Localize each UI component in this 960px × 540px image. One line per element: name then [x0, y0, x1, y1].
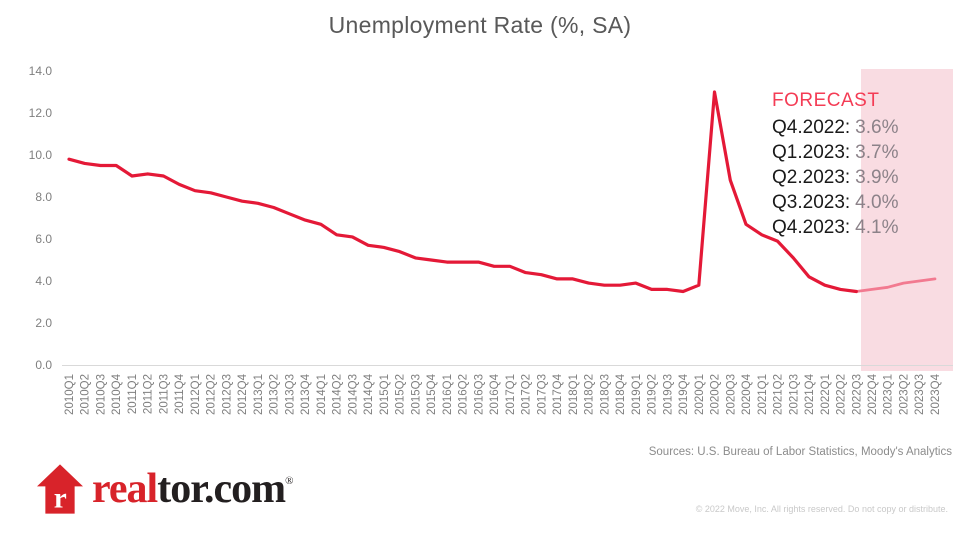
x-tick-label: 2019Q2 [647, 374, 659, 415]
y-tick-label: 8.0 [35, 190, 52, 204]
page-title: Unemployment Rate (%, SA) [328, 12, 632, 38]
x-tick-label: 2018Q3 [599, 374, 611, 415]
x-tick-label: 2019Q3 [662, 374, 674, 415]
y-tick-label: 0.0 [35, 358, 52, 372]
x-tick-label: 2014Q3 [347, 374, 359, 415]
logo-tor-text: tor.com [157, 466, 286, 512]
forecast-value: 3.7% [855, 142, 899, 163]
forecast-quarter-label: Q1.2023: [772, 142, 851, 163]
svg-text:r: r [54, 482, 67, 514]
x-tick-label: 2017Q3 [536, 374, 548, 415]
x-tick-label: 2013Q3 [284, 374, 296, 415]
y-tick-label: 2.0 [35, 316, 52, 330]
x-tick-label: 2016Q4 [489, 373, 501, 415]
forecast-series-line [854, 277, 937, 293]
realtor-house-icon: r [37, 464, 83, 514]
x-tick-label: 2010Q3 [95, 374, 107, 415]
x-tick-label: 2022Q4 [867, 373, 879, 415]
x-tick-label: 2020Q2 [710, 374, 722, 415]
x-tick-label: 2010Q2 [80, 374, 92, 415]
forecast-entry: Q2.2023: 3.9% [772, 165, 898, 190]
forecast-entry: Q3.2023: 4.0% [772, 190, 898, 215]
copyright-text: © 2022 Move, Inc. All rights reserved. D… [695, 504, 948, 514]
x-tick-label: 2013Q2 [269, 374, 281, 415]
x-tick-label: 2015Q1 [379, 374, 391, 415]
x-tick-label: 2015Q4 [426, 373, 438, 415]
forecast-band [861, 69, 953, 371]
logo-real-text: real [92, 466, 158, 512]
x-tick-label: 2019Q4 [678, 373, 690, 415]
x-tick-label: 2020Q3 [725, 374, 737, 415]
y-tick-label: 6.0 [35, 232, 52, 246]
x-tick-label: 2011Q4 [174, 373, 186, 414]
x-tick-label: 2021Q3 [788, 374, 800, 415]
x-tick-label: 2019Q1 [631, 374, 643, 415]
forecast-heading: FORECAST [772, 90, 880, 111]
registered-mark: ® [285, 475, 294, 487]
x-tick-label: 2017Q2 [521, 374, 533, 415]
x-tick-label: 2015Q2 [395, 374, 407, 415]
y-tick-label: 14.0 [29, 64, 53, 78]
x-tick-label: 2023Q3 [914, 374, 926, 415]
y-tick-label: 12.0 [29, 106, 53, 120]
x-tick-label: 2014Q1 [316, 374, 328, 415]
x-tick-label: 2012Q3 [221, 374, 233, 415]
forecast-entry: Q4.2022: 3.6% [772, 115, 898, 140]
x-tick-label: 2016Q3 [473, 374, 485, 415]
forecast-annotation: FORECAST Q4.2022: 3.6% Q1.2023: 3.7% Q2.20… [772, 88, 898, 240]
y-tick-label: 4.0 [35, 274, 52, 288]
x-tick-label: 2010Q4 [111, 373, 123, 415]
forecast-quarter-label: Q3.2023: [772, 192, 851, 213]
forecast-value: 3.6% [855, 117, 899, 138]
x-tick-label: 2012Q2 [206, 374, 218, 415]
x-tick-label: 2016Q1 [442, 374, 454, 415]
x-tick-label: 2014Q2 [332, 374, 344, 415]
forecast-quarter-label: Q4.2023: [772, 217, 851, 238]
realtor-logo-text: realtor.com® [92, 468, 293, 510]
x-tick-label: 2012Q4 [237, 373, 249, 415]
x-tick-label: 2022Q1 [820, 374, 832, 415]
x-tick-label: 2022Q2 [836, 374, 848, 415]
x-tick-label: 2011Q2 [143, 374, 155, 414]
x-tick-label: 2017Q1 [505, 374, 517, 415]
x-tick-label: 2021Q2 [773, 374, 785, 415]
x-tick-label: 2013Q1 [253, 374, 265, 415]
x-tick-label: 2023Q4 [930, 373, 942, 415]
x-tick-label: 2016Q2 [458, 374, 470, 415]
x-tick-label: 2011Q3 [158, 374, 170, 414]
x-tick-label: 2013Q4 [300, 373, 312, 415]
forecast-entry: Q1.2023: 3.7% [772, 140, 898, 165]
x-tick-label: 2018Q2 [584, 374, 596, 415]
actual-series-line [67, 90, 858, 294]
x-tick-label: 2023Q1 [883, 374, 895, 415]
x-tick-label: 2012Q1 [190, 374, 202, 415]
forecast-value: 4.1% [855, 217, 899, 238]
y-tick-label: 10.0 [29, 148, 53, 162]
x-tick-label: 2022Q3 [851, 374, 863, 415]
x-tick-label: 2020Q4 [741, 373, 753, 415]
x-tick-label: 2020Q1 [694, 374, 706, 415]
x-tick-label: 2017Q4 [552, 373, 564, 415]
x-tick-label: 2015Q3 [410, 374, 422, 415]
forecast-quarter-label: Q2.2023: [772, 167, 851, 188]
forecast-quarter-label: Q4.2022: [772, 117, 851, 138]
forecast-entry: Q4.2023: 4.1% [772, 215, 898, 240]
realtor-logo: r realtor.com® [37, 464, 293, 514]
sources-text: Sources: U.S. Bureau of Labor Statistics… [648, 446, 952, 458]
x-tick-label: 2011Q1 [127, 374, 139, 414]
forecast-value: 3.9% [855, 167, 899, 188]
forecast-value: 4.0% [855, 192, 899, 213]
x-tick-label: 2010Q1 [64, 374, 76, 415]
x-tick-label: 2018Q4 [615, 373, 627, 415]
x-tick-label: 2023Q2 [898, 374, 910, 415]
x-tick-label: 2018Q1 [568, 374, 580, 415]
x-tick-label: 2021Q4 [804, 373, 816, 415]
x-tick-label: 2021Q1 [757, 374, 769, 415]
x-tick-label: 2014Q4 [363, 373, 375, 415]
